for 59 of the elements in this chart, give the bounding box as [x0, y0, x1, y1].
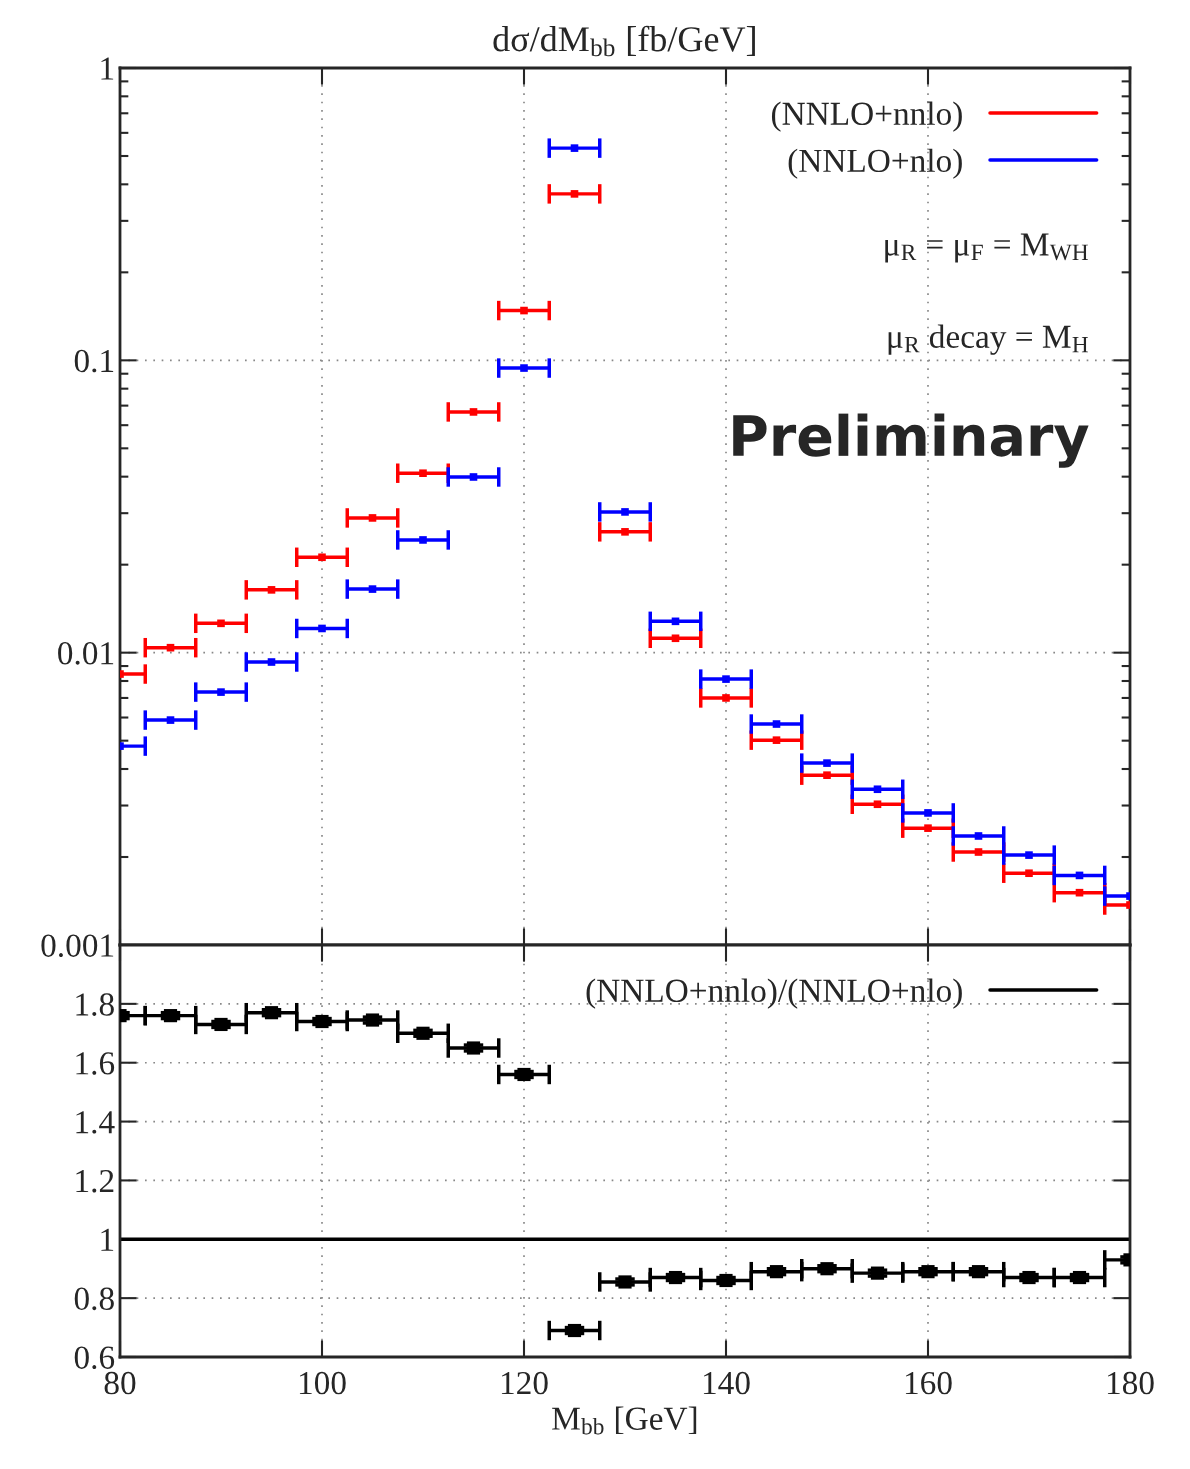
y-tick-label: 1.8 [76, 993, 114, 1016]
point [267, 586, 276, 594]
point [419, 469, 427, 478]
point [974, 848, 983, 856]
point [217, 619, 225, 628]
y-tick-label: 1.6 [76, 1052, 115, 1075]
point [924, 824, 932, 832]
point [823, 759, 831, 767]
y-tick-label: 0.8 [74, 1287, 114, 1311]
point [318, 553, 326, 562]
point [419, 536, 427, 544]
point [217, 688, 225, 696]
y-tick-label: 0.6 [74, 1346, 115, 1370]
y-tick-label: 1 [101, 57, 114, 80]
x-tick-label: 140 [703, 1371, 750, 1395]
point [1025, 851, 1033, 859]
point [318, 624, 326, 633]
y-tick-label: 0.1 [74, 349, 114, 373]
annotation: Preliminary [733, 413, 1089, 468]
x-tick-label: 160 [905, 1371, 952, 1395]
legend-label: (NNLO+nlo) [788, 148, 962, 179]
point [166, 716, 175, 724]
point [823, 771, 831, 779]
x-tick-label: 120 [501, 1371, 548, 1395]
point [368, 514, 377, 522]
point [621, 528, 629, 536]
point [368, 585, 377, 593]
point [974, 832, 983, 840]
x-tick-label: 100 [299, 1371, 346, 1395]
y-tick-label: 1.2 [76, 1169, 114, 1193]
annotation: μ$_{R}$ = μ$_{F}$ = M$_{WH}$ [885, 233, 1088, 263]
annotation: μ$_{R}$ decay = M$_{H}$ [888, 324, 1088, 355]
x-tick-label: 80 [104, 1371, 136, 1395]
point [570, 190, 579, 198]
point [772, 720, 781, 728]
x-axis-title: M$_{bb}$ [GeV] [552, 1406, 697, 1435]
point [469, 408, 478, 416]
y-tick-label: 1 [101, 1228, 114, 1251]
point [722, 694, 730, 702]
point [267, 658, 276, 666]
point [1025, 869, 1033, 878]
legend-label: (NNLO+nnlo) [771, 101, 962, 132]
point [873, 785, 882, 794]
point [570, 144, 579, 152]
point [722, 675, 730, 683]
point [924, 809, 932, 817]
point [873, 800, 882, 809]
y-tick-label: 1.4 [76, 1111, 115, 1134]
legend-label: (NNLO+nnlo)/(NNLO+nlo) [586, 978, 962, 1009]
point [772, 736, 781, 744]
point [671, 634, 680, 643]
point [469, 473, 478, 481]
point [520, 306, 528, 315]
chart-title: dσ/dM$_{bb}$ [fb/GeV] [493, 25, 755, 57]
y-tick-label: 0.001 [41, 934, 114, 958]
point [520, 364, 528, 372]
point [621, 508, 629, 516]
x-tick-label: 180 [1107, 1371, 1154, 1395]
y-tick-label: 0.01 [58, 642, 114, 665]
